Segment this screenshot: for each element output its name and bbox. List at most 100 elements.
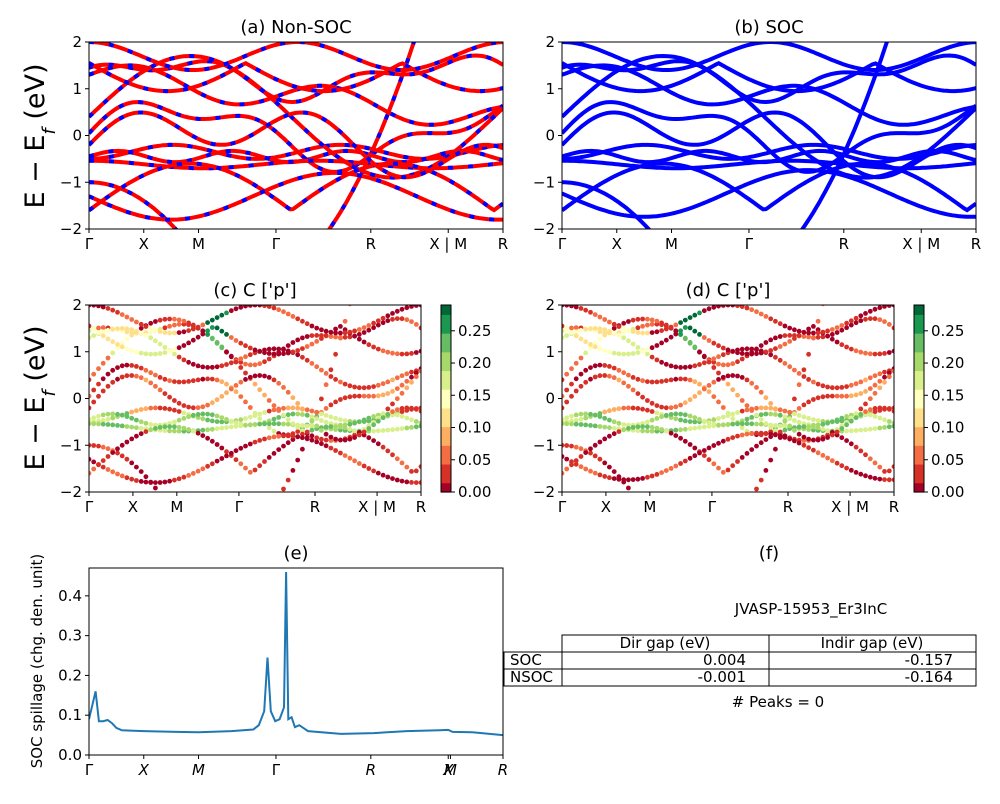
band-point <box>238 305 244 310</box>
band-point <box>815 381 821 387</box>
band-point <box>820 329 826 335</box>
xtick-label: X <box>612 235 622 253</box>
band-point <box>569 366 574 372</box>
band-point <box>209 325 215 330</box>
band-line <box>89 42 417 229</box>
band-point <box>328 434 334 440</box>
band-point <box>195 334 201 340</box>
band-point <box>115 423 120 428</box>
band-point <box>645 428 650 434</box>
band-point <box>214 458 220 464</box>
band-point <box>157 317 163 323</box>
band-point <box>611 375 617 381</box>
xtick-label: Γ <box>85 761 94 779</box>
band-point <box>390 316 395 322</box>
band-point <box>611 476 617 481</box>
band-point <box>356 336 362 342</box>
band-point <box>630 329 636 334</box>
band-point <box>725 381 731 387</box>
band-point <box>630 351 636 356</box>
colorbar-tick-label: 0.05 <box>931 451 964 469</box>
band-point <box>706 445 712 451</box>
colorbar-tick-label: 0.25 <box>458 322 491 340</box>
band-point <box>266 375 272 380</box>
band-point <box>872 373 878 379</box>
band-point <box>328 414 334 420</box>
band-point <box>129 348 135 353</box>
band-point <box>243 399 248 405</box>
band-point <box>399 316 405 322</box>
band-point <box>882 374 887 380</box>
band-point <box>649 345 655 351</box>
band-point <box>129 476 135 482</box>
colorbar-segment <box>441 417 451 421</box>
colorbar-segment <box>441 308 451 312</box>
colorbar-frame <box>440 304 452 493</box>
band-point <box>621 320 627 326</box>
colorbar-segment <box>441 392 451 396</box>
band-point <box>602 327 608 332</box>
band-point <box>839 435 845 441</box>
band-point <box>413 305 419 308</box>
band-point <box>129 436 135 442</box>
band-point <box>663 412 669 418</box>
band-point <box>243 422 248 428</box>
band-point <box>176 400 182 406</box>
band-point <box>626 319 631 324</box>
band-point <box>773 412 778 417</box>
band-point <box>276 447 282 452</box>
band-point <box>138 325 144 331</box>
band-point <box>588 345 593 351</box>
band-point <box>578 446 584 452</box>
band-point <box>390 409 395 415</box>
band-point <box>390 452 395 458</box>
band-point <box>801 329 807 335</box>
band-point <box>706 457 712 463</box>
band-point <box>635 406 641 411</box>
band-point <box>309 408 315 414</box>
band-point <box>247 422 253 428</box>
ytick-label: −2 <box>60 483 82 501</box>
band-point <box>749 415 755 420</box>
band-point <box>214 340 220 345</box>
colorbar-segment <box>441 445 451 449</box>
band-point <box>663 378 669 384</box>
band-point <box>777 412 783 418</box>
colorbar-segment <box>441 454 451 459</box>
band-line <box>89 42 503 72</box>
xtick-label: R <box>498 235 508 253</box>
band-point <box>100 325 106 330</box>
band-point <box>252 413 258 418</box>
band-point <box>645 347 650 353</box>
band-point <box>100 329 106 335</box>
band-point <box>257 463 263 469</box>
band-point <box>157 341 163 347</box>
band-point <box>153 480 158 485</box>
band-point <box>271 377 277 383</box>
band-point <box>285 311 291 317</box>
band-point <box>309 414 315 420</box>
band-point <box>323 406 329 411</box>
band-point <box>200 433 206 438</box>
band-point <box>754 405 759 411</box>
band-point <box>190 428 196 434</box>
band-point <box>583 422 589 428</box>
band-point <box>877 425 883 431</box>
band-point <box>825 393 830 399</box>
band-point <box>356 461 362 466</box>
band-point <box>319 336 324 341</box>
band-point <box>119 326 125 331</box>
band-point <box>100 444 106 450</box>
band-point <box>754 421 759 427</box>
band-point <box>371 428 376 434</box>
band-point <box>863 389 868 394</box>
band-point <box>602 415 608 421</box>
band-point <box>205 463 211 469</box>
band-point <box>801 367 807 373</box>
band-point <box>758 311 764 317</box>
band-point <box>645 322 650 328</box>
band-point <box>338 424 343 430</box>
panel-b-bands <box>562 42 976 229</box>
band-line-dash <box>89 110 503 180</box>
band-point <box>228 308 234 314</box>
